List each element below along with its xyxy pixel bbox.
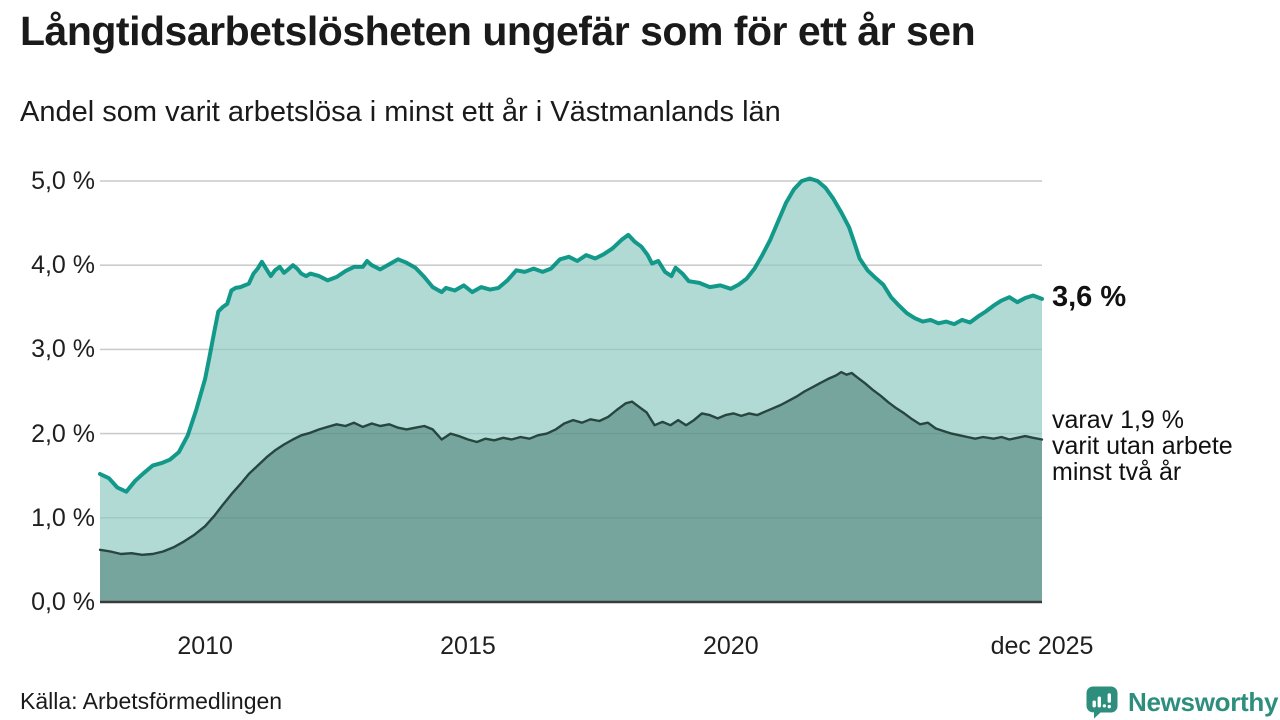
- y-tick-label-3,0 %: 3,0 %: [31, 335, 95, 364]
- line-series-1: [98, 370, 1044, 556]
- y-tick-label-1,0 %: 1,0 %: [31, 503, 95, 532]
- subset-series-note: varav 1,9 % varit utan arbete minst två år: [1052, 407, 1233, 485]
- x-tick-label-2015: 2015: [440, 632, 496, 660]
- newsworthy-wordmark: Newsworthy: [1128, 686, 1279, 717]
- newsworthy-speech-bubble-bar-chart-icon: [1086, 686, 1118, 719]
- page-subtitle: Andel som varit arbetslösa i minst ett å…: [20, 96, 781, 128]
- x-tick-label-2010: 2010: [177, 632, 233, 660]
- y-tick-label-5,0 %: 5,0 %: [31, 167, 95, 195]
- subset-note-line-2: minst två år: [1052, 458, 1182, 486]
- x-tick-label-dec 2025: dec 2025: [990, 632, 1094, 660]
- subset-note-line-0: varav 1,9 %: [1052, 406, 1185, 434]
- x-tick-label-2020: 2020: [702, 632, 759, 660]
- line-series-0: [98, 176, 1044, 494]
- subset-note-line-1: varit utan arbete: [1052, 432, 1233, 460]
- total-series-end-value-label: 3,6 %: [1052, 281, 1127, 313]
- area-series-1: [100, 372, 1042, 602]
- y-tick-label-2,0 %: 2,0 %: [31, 419, 95, 448]
- source-attribution: Källa: Arbetsförmedlingen: [20, 688, 283, 714]
- page-title: Långtidsarbetslösheten ungefär som för e…: [20, 8, 976, 54]
- y-tick-label-0,0 %: 0,0 %: [31, 588, 95, 616]
- newsworthy-logo: Newsworthy: [1084, 684, 1278, 720]
- y-tick-label-4,0 %: 4,0 %: [31, 251, 95, 280]
